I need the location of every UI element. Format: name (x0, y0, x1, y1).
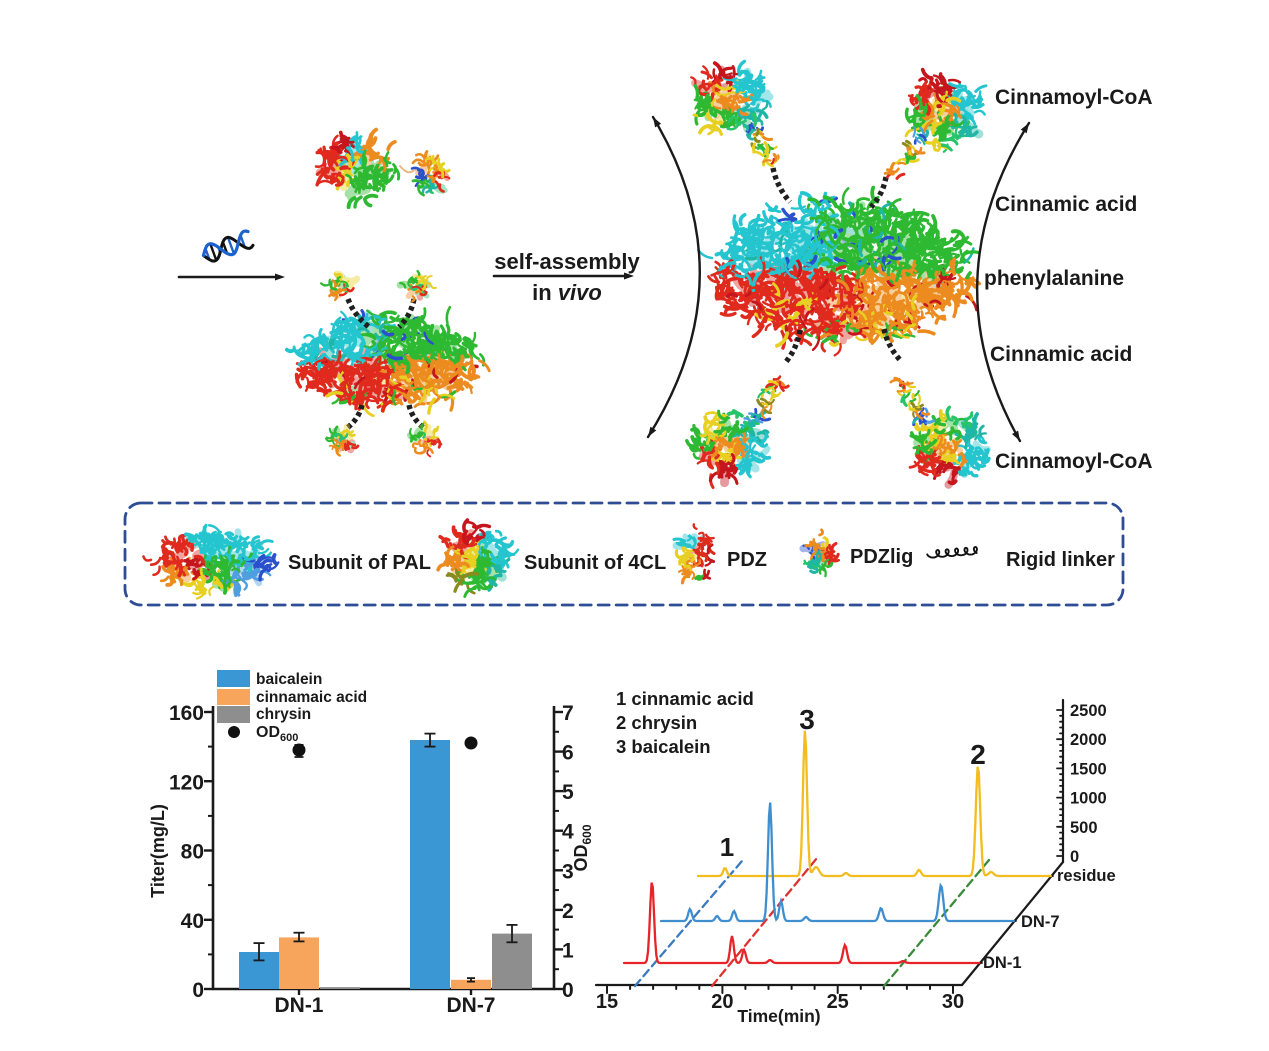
svg-text:baicalein: baicalein (256, 671, 322, 688)
svg-text:40: 40 (181, 910, 204, 933)
svg-text:160: 160 (169, 702, 204, 725)
svg-text:3 baicalein: 3 baicalein (616, 736, 711, 757)
svg-text:3: 3 (799, 704, 815, 735)
svg-text:1: 1 (562, 939, 574, 962)
svg-text:2: 2 (562, 900, 574, 923)
svg-text:30: 30 (942, 991, 964, 1013)
svg-text:Subunit of 4CL: Subunit of 4CL (524, 552, 666, 574)
svg-text:Rigid linker: Rigid linker (1006, 549, 1115, 571)
svg-text:Titer(mg/L): Titer(mg/L) (148, 804, 168, 898)
svg-text:1 cinnamic acid: 1 cinnamic acid (616, 688, 754, 709)
svg-text:PDZlig: PDZlig (850, 546, 913, 568)
svg-text:2: 2 (970, 739, 986, 770)
svg-text:OD600: OD600 (571, 824, 594, 871)
svg-text:2000: 2000 (1070, 731, 1107, 749)
svg-text:120: 120 (169, 771, 204, 794)
svg-text:500: 500 (1070, 819, 1098, 837)
svg-text:25: 25 (827, 991, 849, 1013)
svg-text:Cinnamoyl-CoA: Cinnamoyl-CoA (995, 86, 1153, 109)
svg-text:DN-7: DN-7 (1021, 913, 1060, 931)
svg-text:chrysin: chrysin (256, 706, 311, 723)
svg-text:80: 80 (181, 841, 204, 864)
svg-text:0: 0 (562, 979, 574, 1002)
svg-text:PDZ: PDZ (727, 549, 767, 571)
svg-text:2 chrysin: 2 chrysin (616, 712, 697, 733)
svg-text:in vivo: in vivo (532, 280, 602, 305)
svg-text:cinnamaic acid: cinnamaic acid (256, 689, 367, 706)
svg-text:OD600: OD600 (256, 724, 298, 744)
svg-text:6: 6 (562, 742, 574, 765)
svg-text:phenylalanine: phenylalanine (984, 267, 1124, 290)
svg-text:4: 4 (562, 821, 574, 844)
svg-text:1000: 1000 (1070, 790, 1107, 808)
svg-text:1: 1 (720, 832, 734, 862)
svg-text:7: 7 (562, 702, 574, 725)
svg-text:DN-7: DN-7 (446, 994, 495, 1017)
svg-text:3: 3 (562, 860, 574, 883)
svg-text:Subunit of PAL: Subunit of PAL (288, 552, 431, 574)
svg-text:20: 20 (711, 991, 733, 1013)
svg-text:Time(min): Time(min) (737, 1006, 820, 1026)
svg-text:15: 15 (596, 991, 618, 1013)
svg-text:Cinnamic acid: Cinnamic acid (995, 193, 1137, 216)
svg-text:self-assembly: self-assembly (494, 249, 640, 274)
svg-text:1500: 1500 (1070, 760, 1107, 778)
svg-text:2500: 2500 (1070, 702, 1107, 720)
svg-text:residue: residue (1057, 867, 1116, 885)
svg-text:DN-1: DN-1 (274, 994, 323, 1017)
svg-text:DN-1: DN-1 (983, 954, 1022, 972)
svg-text:5: 5 (562, 781, 574, 804)
svg-text:0: 0 (1070, 848, 1079, 866)
svg-text:0: 0 (192, 979, 204, 1002)
svg-text:Cinnamic acid: Cinnamic acid (990, 343, 1132, 366)
svg-text:Cinnamoyl-CoA: Cinnamoyl-CoA (995, 450, 1153, 473)
